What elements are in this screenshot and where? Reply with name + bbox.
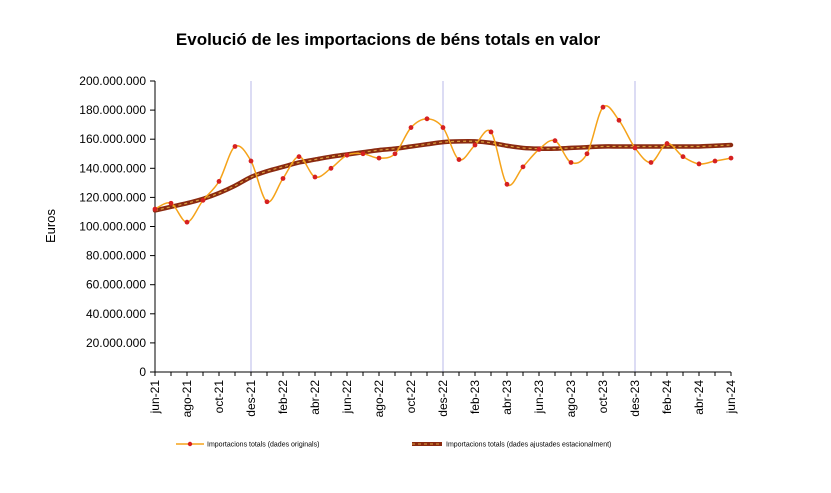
y-axis-label: Euros [43, 209, 58, 243]
data-point-feb-22 [280, 176, 286, 181]
data-point-jul-22 [360, 151, 366, 157]
data-point-mai-24 [712, 158, 718, 164]
data-point-oct-23 [600, 104, 606, 110]
data-point-nov-21 [232, 144, 238, 149]
legend-item-original: Importacions totals (dades originals) [176, 442, 319, 449]
data-point-des-22 [440, 125, 446, 130]
y-tick-label: 200.000.000 [79, 74, 146, 88]
data-point-mar-24 [680, 154, 686, 160]
data-point-nov-22 [424, 116, 430, 122]
x-tick-label: oct-23 [596, 380, 610, 414]
data-point-jul-23 [552, 138, 558, 144]
y-tick-label: 40.000.000 [86, 307, 146, 321]
x-tick-label: oct-22 [404, 380, 418, 414]
data-point-gen-22 [264, 199, 270, 205]
legend: Importacions totals (dades originals) Im… [176, 442, 611, 449]
x-tick-label: des-22 [436, 380, 450, 417]
x-tick-label: feb-22 [276, 380, 290, 414]
x-tick-label: ago-22 [372, 380, 386, 418]
x-tick-label: ago-23 [564, 380, 578, 418]
data-point-set-23 [584, 151, 590, 157]
data-point-ago-22 [376, 155, 382, 161]
x-tick-label: oct-21 [212, 380, 226, 414]
legend-item-adjusted: Importacions totals (dades ajustades est… [412, 442, 611, 449]
data-point-ago-23 [568, 160, 574, 165]
data-point-mai-23 [520, 164, 526, 170]
y-tick-label: 160.000.000 [79, 132, 146, 146]
data-point-nov-23 [616, 117, 622, 123]
x-tick-label: jun-23 [532, 380, 546, 415]
x-tick-label: ago-21 [180, 380, 194, 418]
data-point-oct-22 [408, 125, 414, 130]
x-tick-label: abr-23 [500, 380, 514, 415]
data-point-abr-22 [312, 174, 318, 180]
x-tick-label: des-23 [628, 380, 642, 417]
x-tick-label: abr-24 [692, 380, 706, 415]
y-tick-label: 180.000.000 [79, 103, 146, 117]
data-point-des-23 [632, 145, 638, 151]
x-tick-label: abr-22 [308, 380, 322, 415]
data-point-jul-21 [168, 200, 174, 206]
series-adjusted-dash [154, 140, 732, 212]
data-point-oct-21 [216, 178, 222, 184]
data-point-jun-23 [536, 146, 542, 152]
x-tick-label: des-21 [244, 380, 258, 417]
y-tick-label: 120.000.000 [79, 190, 146, 204]
data-point-feb-24 [664, 141, 670, 146]
x-tick-labels: jun-21 ago-21 oct-21 des-21 feb-22 abr-22 jun-… [148, 372, 738, 417]
x-tick-label: jun-22 [340, 380, 354, 415]
x-tick-label: feb-23 [468, 380, 482, 414]
y-tick-label: 100.000.000 [79, 220, 146, 234]
y-tick-label: 0 [139, 365, 146, 379]
x-tick-label: jun-24 [724, 380, 738, 415]
data-point-des-21 [248, 158, 254, 164]
legend-label-adjusted: Importacions totals (dades ajustades est… [446, 442, 611, 449]
y-tick-labels: 0 20.000.000 40.000.000 60.000.000 80.000.00… [79, 74, 155, 379]
chart-title: Evolució de les importacions de béns tot… [175, 30, 601, 49]
series-lines [152, 104, 734, 225]
y-tick-label: 80.000.000 [86, 249, 146, 263]
y-tick-label: 60.000.000 [86, 278, 146, 292]
x-tick-label: jun-21 [148, 380, 162, 415]
legend-label-original: Importacions totals (dades originals) [207, 442, 319, 449]
data-point-set-21 [200, 197, 206, 203]
data-point-mai-22 [328, 165, 334, 171]
data-point-jun-24 [728, 155, 734, 161]
y-tick-label: 20.000.000 [86, 336, 146, 350]
year-separators [250, 81, 636, 372]
data-point-jun-21 [152, 206, 158, 212]
legend-marker-original [187, 441, 193, 447]
data-point-jun-22 [344, 152, 350, 158]
data-point-abr-23 [504, 181, 510, 187]
data-point-feb-23 [472, 142, 478, 148]
data-point-mar-22 [296, 154, 302, 160]
data-point-abr-24 [696, 161, 702, 167]
x-tick-label: feb-24 [660, 380, 674, 414]
data-point-mar-23 [488, 129, 494, 135]
data-point-gen-23 [456, 157, 462, 162]
data-point-gen-24 [648, 160, 654, 165]
data-point-ago-21 [184, 219, 190, 225]
data-point-set-22 [392, 151, 398, 157]
y-tick-label: 140.000.000 [79, 161, 146, 175]
